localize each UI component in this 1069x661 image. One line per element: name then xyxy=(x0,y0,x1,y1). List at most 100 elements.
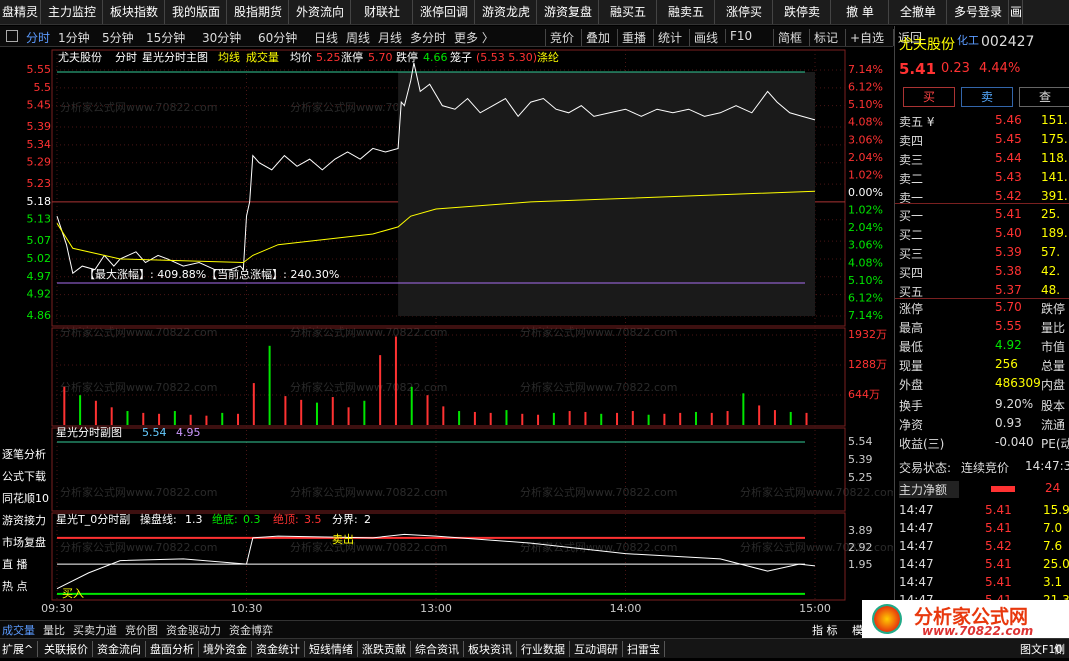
toolbar-button[interactable]: 多号登录 xyxy=(948,0,1009,24)
watermark: 分析家公式网www.70822.com xyxy=(290,485,447,499)
pct-tick-label: 5.10% xyxy=(848,274,883,287)
trade-button[interactable]: 查 xyxy=(1019,87,1069,107)
tool-button[interactable]: 简框 xyxy=(773,29,802,46)
quote-cell: 9.20% xyxy=(995,397,1034,411)
period-tab[interactable]: 60分钟 xyxy=(258,31,298,45)
period-tab[interactable]: 分时 xyxy=(26,31,51,45)
bottom-link[interactable]: 资金统计 xyxy=(256,641,305,657)
vol-tick-label: 1288万 xyxy=(848,358,887,371)
period-tab[interactable]: 15分钟 xyxy=(146,31,186,45)
toolbar-button[interactable]: 板块指数 xyxy=(104,0,165,24)
period-tab[interactable]: 周线 xyxy=(346,31,371,45)
tool-button[interactable]: 画线 xyxy=(689,29,718,46)
quote-cell: 外盘 xyxy=(899,378,924,392)
quote-cell: 486309 xyxy=(995,376,1041,390)
period-tab[interactable]: 更多 〉 xyxy=(454,31,494,45)
bottom-link[interactable]: 互动调研 xyxy=(574,641,623,657)
period-tab[interactable]: 多分时 xyxy=(410,31,447,45)
toolbar-button[interactable]: 全撤单 xyxy=(890,0,947,24)
bottom-link[interactable]: 扩展^ xyxy=(2,641,39,657)
bottom-link[interactable]: 综合资讯 xyxy=(415,641,464,657)
y-tick-label: 2.92 xyxy=(848,541,873,554)
bottom-tab[interactable]: 指 标 xyxy=(812,624,838,637)
toolbar-button[interactable]: 撤 单 xyxy=(832,0,889,24)
avg-line xyxy=(56,190,816,264)
bottom-link[interactable]: 图文F10 xyxy=(1020,643,1063,656)
toolbar-button[interactable]: 主力监控 xyxy=(42,0,103,24)
bottom-tab[interactable]: 成交量 xyxy=(2,624,35,637)
toolbar-button[interactable]: 融买五 xyxy=(600,0,657,24)
toolbar-button[interactable]: 画 xyxy=(1010,0,1023,24)
toolbar-button[interactable]: 我的版面 xyxy=(166,0,227,24)
tool-button[interactable]: 竞价 xyxy=(545,29,574,46)
bottom-tab[interactable]: 买卖力道 xyxy=(73,624,117,637)
left-menu-item[interactable]: 热 点 xyxy=(2,580,28,593)
bottom-link[interactable]: 盘面分析 xyxy=(150,641,199,657)
volume-bar xyxy=(773,410,776,425)
bottom-link[interactable]: 板块资讯 xyxy=(468,641,517,657)
bottom-tab[interactable]: 资金驱动力 xyxy=(166,624,221,637)
period-tab[interactable]: 5分钟 xyxy=(102,31,134,45)
panel-frame xyxy=(51,512,846,601)
left-menu-item[interactable]: 逐笔分析 xyxy=(2,448,46,461)
bottom-tab[interactable]: 量比 xyxy=(43,624,65,637)
quote-cell: 175. xyxy=(1041,132,1068,146)
toolbar-button[interactable]: 财联社 xyxy=(352,0,413,24)
bottom-link[interactable]: 行业数据 xyxy=(521,641,570,657)
quote-cell: 股本 xyxy=(1041,399,1066,413)
trade-button[interactable]: 买 xyxy=(903,87,955,107)
bottom-link[interactable]: 资金流向 xyxy=(97,641,146,657)
quote-cell: 买二 xyxy=(899,228,924,242)
bottom-tab[interactable]: 竞价图 xyxy=(125,624,158,637)
bottom-link[interactable]: 涨跌贡献 xyxy=(362,641,411,657)
left-menu-item[interactable]: 市场复盘 xyxy=(2,536,46,549)
y-tick-label: 5.54 xyxy=(848,435,873,448)
quote-panel: 尤夫股份 化工 002427 5.41 0.23 4.44% 买卖查卖五 ¥ 5.46 151.… xyxy=(894,26,1069,620)
toolbar-button[interactable]: 融卖五 xyxy=(658,0,715,24)
tool-button[interactable]: 标记 xyxy=(809,29,838,46)
left-menu-item[interactable]: 游资接力 xyxy=(2,514,46,527)
left-menu-item[interactable]: 同花顺10 xyxy=(2,492,49,505)
toolbar-button[interactable]: 游资复盘 xyxy=(538,0,599,24)
trade-button[interactable]: 卖 xyxy=(961,87,1013,107)
quote-cell: 57. xyxy=(1041,245,1061,259)
toolbar-button[interactable]: 游资龙虎 xyxy=(476,0,537,24)
bottom-tab[interactable]: 资金博弈 xyxy=(229,624,273,637)
period-tab[interactable]: 月线 xyxy=(378,31,403,45)
quote-cell: 256 xyxy=(995,357,1018,371)
period-tab[interactable]: 30分钟 xyxy=(202,31,242,45)
watermark: 分析家公式网www.70822.com xyxy=(740,485,893,499)
bottom-link[interactable]: 关联报价 xyxy=(44,641,93,657)
toolbar-button[interactable]: 涨停买 xyxy=(716,0,773,24)
tool-button[interactable]: 统计 xyxy=(653,29,682,46)
chart-header: 尤夫股份 xyxy=(58,51,102,64)
bottom-link[interactable]: 短线情绪 xyxy=(309,641,358,657)
watermark: 分析家公式网www.70822.com xyxy=(520,325,677,339)
chart-header: 跌停 xyxy=(396,50,418,64)
volume-bar xyxy=(426,395,429,425)
volume-bar xyxy=(142,412,145,425)
bottom-link[interactable]: 扫雷宝 xyxy=(627,641,665,657)
tool-button[interactable]: 叠加 xyxy=(581,29,610,46)
tool-button[interactable]: F10 xyxy=(725,29,752,43)
pct-tick-label: 5.10% xyxy=(848,98,883,111)
quote-cell: 5.44 xyxy=(995,151,1022,165)
toolbar-button[interactable]: 盘精灵 xyxy=(0,0,41,24)
volume-bar xyxy=(600,413,603,425)
toolbar-button[interactable]: 跌停卖 xyxy=(774,0,831,24)
period-tab[interactable]: 日线 xyxy=(314,31,339,45)
bottom-link[interactable]: 境外资金 xyxy=(203,641,252,657)
left-menu-item[interactable]: 公式下载 xyxy=(2,470,46,483)
change: 0.23 xyxy=(941,61,970,76)
tool-button[interactable]: 返回 xyxy=(893,29,922,46)
toolbar-button[interactable]: 涨停回调 xyxy=(414,0,475,24)
tool-button[interactable]: 重播 xyxy=(617,29,646,46)
quote-cell: 189. xyxy=(1041,226,1068,240)
toolbar-button[interactable]: 外资流向 xyxy=(290,0,351,24)
left-menu-item[interactable]: 直 播 xyxy=(2,558,28,571)
bottom-link[interactable]: 侧 xyxy=(1054,643,1065,656)
toolbar-button[interactable]: 股指期货 xyxy=(228,0,289,24)
period-tab[interactable]: 1分钟 xyxy=(58,31,90,45)
tool-button[interactable]: +自选 xyxy=(845,29,884,46)
period-tabs: 分时 1分钟 5分钟 15分钟 30分钟 60分钟 日线 周线 月线 多分时 更多 〉 竞价 叠加 重播统… xyxy=(0,26,922,47)
